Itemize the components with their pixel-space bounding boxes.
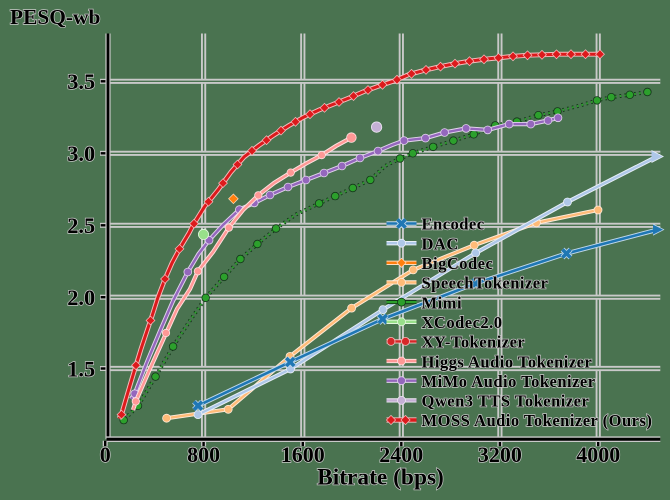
svg-text:1.5: 1.5 <box>67 356 95 381</box>
svg-text:2.5: 2.5 <box>67 213 95 238</box>
svg-text:Qwen3 TTS Tokenizer: Qwen3 TTS Tokenizer <box>422 392 590 411</box>
svg-text:Encodec: Encodec <box>422 215 485 234</box>
svg-text:DAC: DAC <box>422 234 459 253</box>
svg-text:XY-Tokenizer: XY-Tokenizer <box>422 333 526 352</box>
svg-text:Mimi: Mimi <box>422 293 463 312</box>
svg-text:PESQ-wb: PESQ-wb <box>10 5 100 29</box>
svg-text:SpeechTokenizer: SpeechTokenizer <box>422 274 549 293</box>
svg-text:0: 0 <box>100 442 111 467</box>
svg-text:Bitrate (bps): Bitrate (bps) <box>317 465 444 491</box>
svg-text:800: 800 <box>187 442 220 467</box>
svg-text:MOSS Audio Tokenizer (Ours): MOSS Audio Tokenizer (Ours) <box>422 411 653 430</box>
svg-text:3.5: 3.5 <box>67 69 95 94</box>
svg-text:2400: 2400 <box>379 442 423 467</box>
svg-text:3.0: 3.0 <box>67 141 95 166</box>
svg-text:Higgs Audio Tokenizer: Higgs Audio Tokenizer <box>422 352 593 371</box>
svg-text:BigCodec: BigCodec <box>422 254 494 273</box>
svg-text:1600: 1600 <box>281 442 325 467</box>
svg-text:MiMo Audio Tokenizer: MiMo Audio Tokenizer <box>422 372 596 391</box>
svg-text:2.0: 2.0 <box>67 285 95 310</box>
svg-text:4000: 4000 <box>576 442 620 467</box>
svg-text:3200: 3200 <box>478 442 522 467</box>
svg-text:XCodec2.0: XCodec2.0 <box>422 313 503 332</box>
